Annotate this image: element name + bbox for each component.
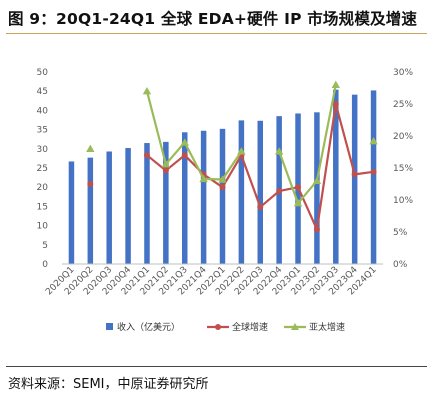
growth-point: [257, 204, 264, 211]
title-rule: [6, 33, 427, 34]
left-tick-label: 5: [42, 241, 48, 251]
revenue-bar: [144, 143, 150, 264]
revenue-bar: [181, 132, 188, 264]
growth-point: [274, 147, 284, 155]
right-tick-label: 15%: [393, 164, 413, 174]
growth-line: [145, 90, 243, 181]
revenue-bar: [106, 151, 112, 264]
x-axis-labels: 2020Q12020Q22020Q32020Q42021Q12021Q22021…: [44, 265, 378, 298]
revenue-bar: [87, 157, 94, 264]
revenue-bar: [219, 128, 226, 264]
growth-point: [237, 147, 246, 155]
revenue-bar: [200, 130, 207, 264]
legend-marker: [215, 324, 221, 330]
growth-point: [312, 176, 322, 184]
growth-point: [199, 174, 208, 183]
left-tick-label: 10: [37, 222, 49, 232]
right-tick-label: 10%: [393, 196, 413, 206]
left-tick-label: 45: [37, 87, 48, 97]
growth-point: [162, 167, 169, 174]
growth-point: [351, 171, 358, 178]
left-tick-label: 15: [37, 202, 48, 212]
growth-point: [313, 226, 320, 233]
growth-point: [218, 175, 227, 183]
left-tick-label: 30: [37, 145, 49, 155]
source-note: 资料来源：SEMI，中原证券研究所: [8, 377, 209, 392]
left-axis-labels: 0 5 10 15 20 25 30 35 40 45 50: [37, 68, 49, 270]
growth-point: [370, 168, 377, 175]
revenue-bar: [68, 161, 75, 264]
growth-point: [180, 138, 189, 146]
revenue-bar: [333, 89, 339, 264]
figure-title: 图 9：20Q1-24Q1 全球 EDA+硬件 IP 市场规模及增速: [8, 10, 418, 28]
right-tick-label: 25%: [393, 100, 413, 110]
growth-point: [87, 181, 94, 187]
legend-swatch: [106, 323, 113, 330]
growth-point: [161, 159, 171, 168]
growth-point: [331, 80, 340, 88]
left-tick-label: 35: [37, 126, 48, 136]
growth-point: [369, 136, 378, 145]
left-tick-label: 40: [37, 106, 49, 116]
growth-point: [219, 184, 226, 191]
right-tick-label: 0%: [393, 260, 408, 270]
right-tick-label: 5%: [393, 228, 408, 238]
legend-label: 全球增速: [232, 321, 268, 333]
revenue-bar: [257, 120, 264, 264]
growth-point: [276, 188, 283, 195]
growth-lines: [86, 80, 378, 233]
growth-point: [293, 199, 303, 207]
growth-point: [295, 184, 302, 191]
revenue-bar: [351, 94, 358, 264]
legend-label: 亚太增速: [309, 321, 345, 333]
growth-point: [181, 152, 188, 159]
revenue-bar: [238, 120, 245, 264]
source-rule: [6, 366, 427, 367]
growth-point: [142, 87, 152, 95]
growth-point: [332, 101, 339, 107]
legend-marker: [291, 323, 299, 330]
growth-point: [86, 144, 95, 152]
left-tick-label: 0: [42, 260, 48, 270]
revenue-bar: [163, 141, 169, 264]
revenue-bar: [314, 112, 320, 264]
growth-line: [278, 84, 337, 205]
left-tick-label: 25: [37, 164, 48, 174]
right-tick-label: 20%: [393, 132, 413, 142]
left-tick-label: 20: [37, 183, 49, 193]
legend-label: 收入（亿美元）: [117, 321, 180, 333]
left-tick-label: 50: [37, 68, 49, 78]
right-axis-labels: 0% 5% 10% 15% 20% 25% 30%: [393, 68, 413, 270]
revenue-bar: [125, 148, 131, 264]
growth-point: [143, 152, 150, 159]
right-tick-label: 30%: [393, 68, 413, 78]
legend: 收入（亿美元） 全球增速 亚太增速: [106, 321, 345, 333]
revenue-bar: [370, 90, 377, 264]
